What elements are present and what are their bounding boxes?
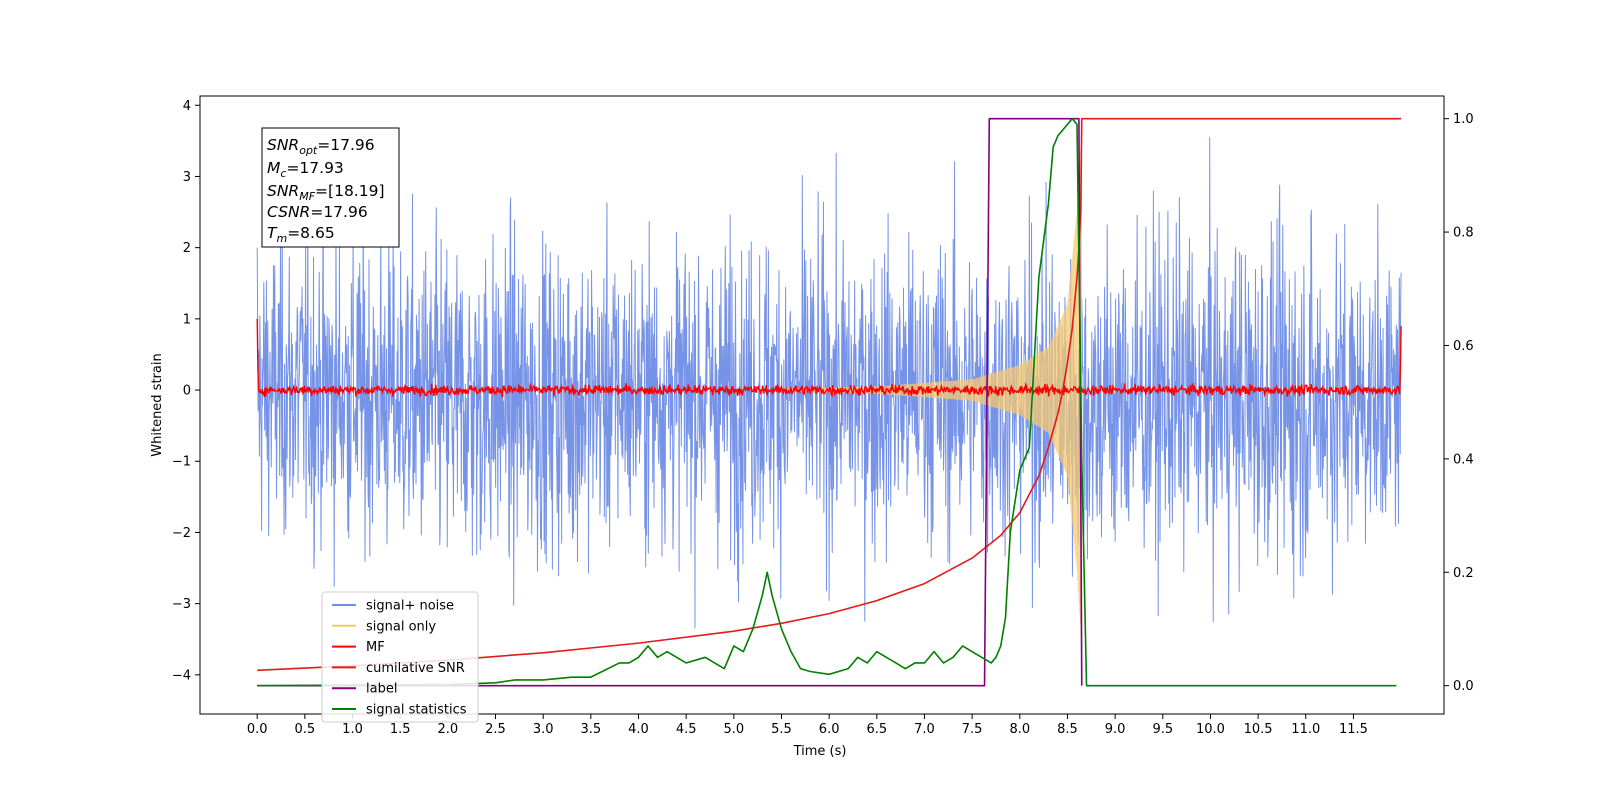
y-tick-label: −2 (172, 526, 191, 541)
x-tick-label: 1.5 (390, 722, 411, 737)
y2-tick-label: 0.0 (1453, 679, 1474, 694)
y-tick-label: 3 (183, 170, 191, 185)
x-tick-label: 11.5 (1339, 722, 1368, 737)
x-tick-label: 3.0 (533, 722, 554, 737)
legend-label: label (366, 682, 397, 697)
info-box-frame (261, 127, 400, 248)
info-box: SNRopt=17.96 Mc=17.93 SNRMF=[18.19] CSNR… (261, 127, 400, 248)
y-axis-label: Whitened strain (150, 353, 165, 456)
legend-items: signal+ noise signal only MF cumilative SNR… (332, 599, 467, 718)
x-tick-label: 5.5 (771, 722, 792, 737)
x-tick-label: 3.5 (580, 722, 601, 737)
y2-tick-label: 1.0 (1453, 112, 1474, 127)
info-mc: Mc=17.93 (267, 159, 344, 180)
x-tick-label: 6.0 (819, 722, 840, 737)
x-tick-label: 1.0 (342, 722, 363, 737)
info-tm: Tm=8.65 (267, 224, 335, 245)
info-csnr: CSNR=17.96 (267, 203, 368, 221)
x-tick-label: 10.5 (1244, 722, 1273, 737)
x-tick-label: 8.5 (1057, 722, 1078, 737)
series-cumilative-snr (257, 117, 1402, 672)
plot-frame (199, 95, 1445, 715)
x-tick-label: 8.0 (1009, 722, 1030, 737)
x-tick-label: 7.0 (914, 722, 935, 737)
legend-label: signal statistics (366, 703, 467, 718)
legend-frame (321, 591, 479, 723)
x-axis-label: Time (s) (793, 744, 847, 759)
legend-label: signal only (366, 619, 436, 634)
x-tick-label: 5.0 (723, 722, 744, 737)
series-layer (256, 117, 1402, 687)
x-tick-label: 9.0 (1105, 722, 1126, 737)
y-tick-label: 2 (183, 241, 191, 256)
y-tick-label: 4 (183, 99, 191, 114)
x-tick-label: 2.5 (485, 722, 506, 737)
y2-tick-label: 0.6 (1453, 339, 1474, 354)
y-axis-left: 4 3 2 1 0 −1 −2 −3 −4 (172, 99, 200, 683)
x-tick-label: 4.5 (676, 722, 697, 737)
y-axis-right: 1.0 0.8 0.6 0.4 0.2 0.0 (1444, 112, 1474, 694)
x-tick-label: 7.5 (962, 722, 983, 737)
legend-label: signal+ noise (366, 599, 454, 614)
legend-label: cumilative SNR (366, 661, 465, 676)
y2-tick-label: 0.2 (1453, 566, 1474, 581)
x-tick-label: 11.0 (1291, 722, 1320, 737)
legend-label: MF (366, 640, 385, 655)
y2-tick-label: 0.4 (1453, 452, 1474, 467)
info-snr-mf: SNRMF=[18.19] (267, 182, 385, 203)
y-tick-label: −3 (172, 597, 191, 612)
series-mf (256, 318, 1402, 398)
y-tick-label: 1 (183, 312, 191, 327)
y-tick-label: −4 (172, 668, 191, 683)
x-axis: 0.0 0.5 1.0 1.5 2.0 2.5 3.0 3.5 4.0 4.5 5.0 5.5 6.0 6… (247, 714, 1368, 737)
x-tick-label: 9.5 (1152, 722, 1173, 737)
x-tick-label: 4.0 (628, 722, 649, 737)
x-tick-label: 2.0 (438, 722, 459, 737)
x-tick-label: 10.0 (1196, 722, 1225, 737)
series-signal-statistics (257, 117, 1397, 687)
y2-tick-label: 0.8 (1453, 226, 1474, 241)
x-tick-label: 0.5 (295, 722, 316, 737)
y-tick-label: 0 (183, 384, 191, 399)
x-tick-label: 0.0 (247, 722, 268, 737)
x-tick-label: 6.5 (866, 722, 887, 737)
info-snr-opt: SNRopt=17.96 (267, 136, 375, 157)
y-tick-label: −1 (172, 455, 191, 470)
legend: signal+ noise signal only MF cumilative SNR… (321, 591, 479, 723)
